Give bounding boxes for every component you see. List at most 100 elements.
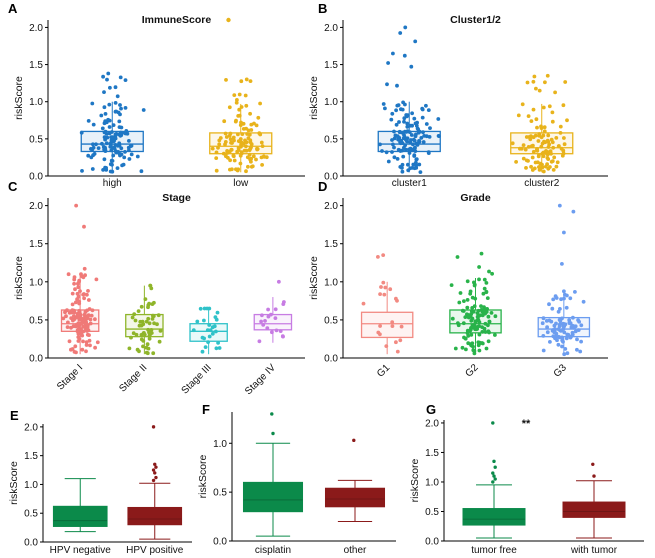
data-point xyxy=(90,167,95,171)
data-point xyxy=(157,339,162,344)
data-point xyxy=(239,150,244,155)
data-point xyxy=(89,147,93,151)
data-point xyxy=(388,287,393,292)
data-point xyxy=(547,142,552,147)
data-point xyxy=(547,302,551,307)
data-point xyxy=(70,302,75,307)
data-point xyxy=(273,307,278,312)
data-point xyxy=(541,169,546,174)
data-point xyxy=(450,316,455,321)
data-point xyxy=(536,139,541,143)
data-point xyxy=(259,319,263,324)
data-point xyxy=(562,230,566,235)
category-other: other xyxy=(324,438,386,556)
y-axis-title: riskScore xyxy=(8,461,20,505)
y-axis-title: riskScore xyxy=(308,256,320,300)
category-g1: G1 xyxy=(360,253,414,380)
x-tick-label: other xyxy=(344,545,367,556)
data-point xyxy=(103,137,107,142)
data-point xyxy=(555,160,560,165)
y-tick-label: 0.0 xyxy=(425,537,439,548)
data-point xyxy=(405,124,410,129)
y-tick-label: 0.5 xyxy=(29,315,43,326)
box xyxy=(125,313,164,338)
data-point xyxy=(533,133,538,138)
legend-marker xyxy=(226,17,231,23)
data-point xyxy=(458,291,463,295)
panel-title: Grade xyxy=(460,192,491,204)
data-point xyxy=(228,167,232,172)
box xyxy=(242,481,304,513)
data-point xyxy=(395,349,400,354)
data-point xyxy=(480,341,485,346)
data-point xyxy=(113,109,118,114)
y-axis-title: riskScore xyxy=(197,454,209,498)
data-point xyxy=(389,117,394,122)
data-point xyxy=(395,83,399,88)
data-point xyxy=(151,351,156,356)
x-tick-label: high xyxy=(103,178,122,189)
data-point xyxy=(102,157,107,162)
data-point xyxy=(249,142,254,147)
data-point xyxy=(84,340,89,344)
data-point xyxy=(236,146,241,150)
data-point xyxy=(479,304,483,308)
data-point xyxy=(119,125,124,130)
data-point xyxy=(487,269,491,274)
data-point xyxy=(214,168,219,173)
data-point xyxy=(243,93,248,98)
data-point xyxy=(550,140,555,145)
data-point xyxy=(102,105,107,110)
data-point xyxy=(74,350,78,355)
data-point xyxy=(516,113,521,118)
category-cluster1: cluster1 xyxy=(377,25,441,189)
data-point xyxy=(244,169,248,174)
data-point xyxy=(93,345,97,350)
data-point xyxy=(413,134,418,139)
data-point xyxy=(147,336,152,341)
data-point xyxy=(561,148,566,153)
box xyxy=(80,130,144,153)
data-point xyxy=(564,305,569,310)
data-point xyxy=(210,146,215,151)
data-point xyxy=(556,309,561,314)
data-point xyxy=(463,336,468,341)
data-point xyxy=(573,290,577,294)
data-point xyxy=(484,346,489,351)
data-point xyxy=(140,319,145,324)
data-point xyxy=(478,313,483,318)
data-point xyxy=(224,154,228,159)
data-point xyxy=(82,296,86,301)
data-point xyxy=(69,347,73,352)
data-point xyxy=(73,324,78,329)
data-point xyxy=(139,333,144,337)
data-point xyxy=(544,149,548,154)
data-point xyxy=(410,111,414,116)
y-tick-label: 1.5 xyxy=(324,60,338,71)
data-point xyxy=(466,341,471,346)
category-hpv-positive: HPV positive xyxy=(126,425,184,556)
data-point xyxy=(551,168,556,172)
data-point xyxy=(395,134,400,139)
data-point xyxy=(224,78,228,82)
data-point xyxy=(249,156,254,161)
data-point xyxy=(91,153,95,158)
outlier-point xyxy=(493,465,497,469)
data-point xyxy=(476,318,481,322)
data-point xyxy=(79,316,84,321)
data-point xyxy=(236,114,241,118)
y-tick-label: 1.5 xyxy=(29,60,43,71)
data-point xyxy=(449,283,454,287)
data-point xyxy=(118,112,122,117)
data-point xyxy=(531,149,536,154)
y-tick-label: 2.0 xyxy=(324,23,338,34)
data-point xyxy=(477,324,481,328)
data-point xyxy=(399,139,403,144)
y-tick-label: 0.0 xyxy=(324,354,338,365)
max-point xyxy=(148,283,153,288)
data-point xyxy=(485,296,490,300)
data-point xyxy=(531,143,535,148)
data-point xyxy=(469,318,474,323)
data-point xyxy=(239,79,244,84)
data-point xyxy=(483,311,487,316)
